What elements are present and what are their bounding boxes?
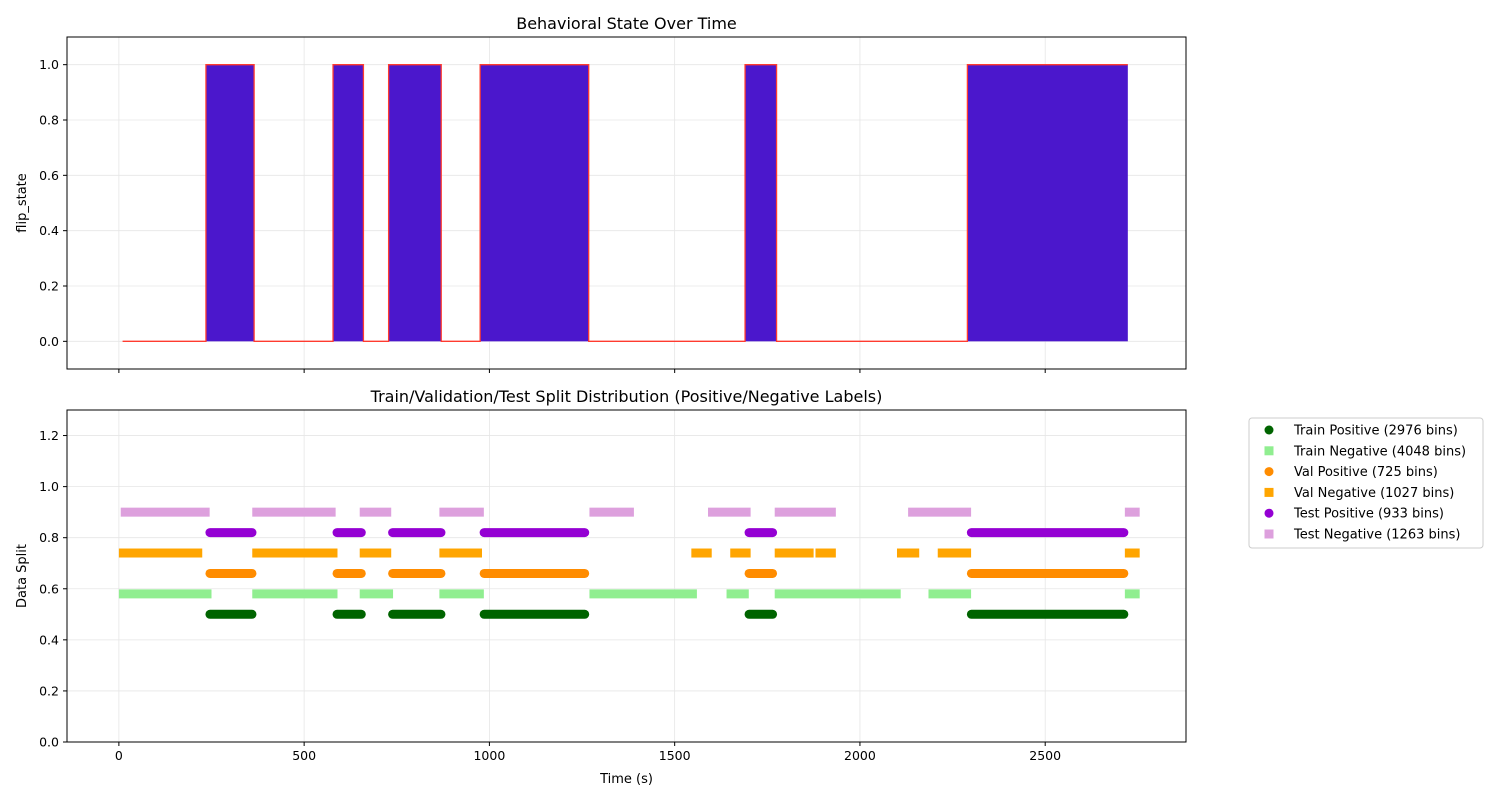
x-tick-label: 1500	[659, 748, 691, 763]
x-tick-label: 2500	[1029, 748, 1061, 763]
y-tick-label: 0.2	[39, 683, 59, 698]
plot-frame	[66, 409, 1187, 743]
scatter-segment	[359, 548, 392, 558]
scatter-segment	[589, 589, 697, 599]
scatter-segment	[359, 507, 392, 517]
state-fill	[967, 64, 1128, 342]
y-tick-label: 1.0	[39, 479, 59, 494]
panel-2: 0 500 1000 1500 2000 2500 0.0 0.2 0.4 0.6 0.8 1.0 1.…	[15, 387, 1484, 787]
legend: Train Positive (2976 bins) Train Negative…	[1248, 417, 1484, 549]
y-tick-label: 0.2	[39, 279, 59, 294]
y-tick-label: 0.0	[39, 334, 59, 349]
y-axis-label: Data Split	[15, 544, 30, 608]
legend-marker	[1264, 487, 1274, 497]
chart-title: Behavioral State Over Time	[516, 14, 737, 33]
scatter-segment	[1124, 589, 1140, 599]
scatter-segment	[774, 548, 814, 558]
state-line	[122, 64, 1128, 342]
plot-frame	[66, 36, 1187, 370]
scatter-segment	[708, 507, 751, 517]
chart-title: Train/Validation/Test Split Distribution…	[370, 387, 883, 406]
x-axis-label: Time (s)	[599, 772, 653, 787]
scatter-segment	[252, 589, 338, 599]
state-fill	[745, 64, 777, 342]
y-tick-label: 0.4	[39, 223, 59, 238]
x-tick-label: 500	[292, 748, 316, 763]
legend-marker	[1264, 446, 1274, 456]
legend-marker	[1264, 467, 1274, 477]
scatter-segment	[774, 507, 836, 517]
legend-entry: Train Positive (2976 bins)	[1293, 424, 1458, 439]
y-tick-label: 0.8	[39, 530, 59, 545]
y-tick-label: 0.0	[39, 735, 59, 750]
scatter-segment	[118, 548, 203, 558]
legend-entry: Test Positive (933 bins)	[1293, 507, 1444, 522]
legend-entry: Train Negative (4048 bins)	[1293, 444, 1466, 459]
legend-entry: Val Negative (1027 bins)	[1294, 486, 1454, 501]
scatter-segment	[359, 589, 394, 599]
scatter-segment	[120, 507, 210, 517]
state-fill	[205, 64, 255, 342]
state-fill	[333, 64, 364, 342]
y-tick-label: 0.6	[39, 581, 59, 596]
state-fill	[480, 64, 589, 342]
y-tick-label: 0.8	[39, 113, 59, 128]
y-tick-label: 0.6	[39, 168, 59, 183]
legend-marker	[1264, 425, 1274, 435]
scatter-segment	[726, 589, 749, 599]
legend-entry: Test Negative (1263 bins)	[1293, 528, 1460, 543]
legend-box	[1248, 417, 1484, 549]
scatter-segment	[252, 548, 338, 558]
y-axis-label: flip_state	[15, 173, 30, 232]
scatter-segment	[439, 507, 484, 517]
y-tick-label: 1.2	[39, 428, 59, 443]
legend-entry: Val Positive (725 bins)	[1294, 465, 1438, 480]
legend-marker	[1264, 508, 1274, 518]
scatter-segment	[908, 507, 972, 517]
scatter-segment	[730, 548, 751, 558]
panel-1: 0.0 0.2 0.4 0.6 0.8 1.0 Behavioral State Over …	[15, 14, 1187, 373]
state-fill	[388, 64, 442, 342]
scatter-segment	[439, 589, 484, 599]
x-tick-label: 1000	[473, 748, 505, 763]
scatter-segment	[118, 589, 212, 599]
y-tick-label: 1.0	[39, 57, 59, 72]
scatter-segment	[937, 548, 972, 558]
scatter-segment	[1124, 507, 1140, 517]
scatter-segment	[896, 548, 920, 558]
scatter-segment	[252, 507, 336, 517]
scatter-segment	[439, 548, 482, 558]
scatter-segment	[928, 589, 972, 599]
x-tick-label: 0	[115, 748, 123, 763]
scatter-segment	[691, 548, 712, 558]
y-tick-label: 0.4	[39, 632, 59, 647]
scatter-segment	[589, 507, 634, 517]
x-tick-label: 2000	[844, 748, 876, 763]
scatter-segment	[815, 548, 836, 558]
legend-marker	[1264, 529, 1274, 539]
scatter-segment	[774, 589, 901, 599]
scatter-segment	[1124, 548, 1140, 558]
